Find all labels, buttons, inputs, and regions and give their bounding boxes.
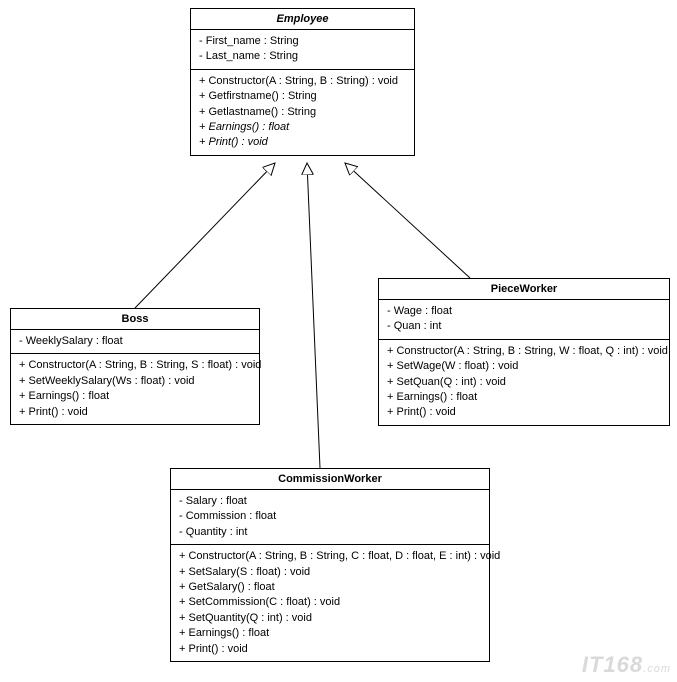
class-operations: + Constructor(A : String, B : String, S … — [11, 354, 259, 424]
attr: - Wage : float — [387, 304, 661, 319]
op: + Print() : void — [19, 405, 251, 420]
op: + Print() : void — [179, 642, 481, 657]
attr: - Commission : float — [179, 509, 481, 524]
class-title: Boss — [11, 309, 259, 330]
op: + Getfirstname() : String — [199, 89, 406, 104]
class-operations: + Constructor(A : String, B : String, C … — [171, 545, 489, 661]
op: + SetSalary(S : float) : void — [179, 565, 481, 580]
class-title: Employee — [191, 9, 414, 30]
op: + SetCommission(C : float) : void — [179, 595, 481, 610]
op: + Constructor(A : String, B : String, W … — [387, 344, 661, 359]
op: + Print() : void — [199, 135, 406, 150]
op: + SetWage(W : float) : void — [387, 359, 661, 374]
watermark-main: IT168 — [582, 652, 643, 677]
class-attributes: - WeeklySalary : float — [11, 330, 259, 354]
op: + Earnings() : float — [19, 389, 251, 404]
class-employee: Employee - First_name : String - Last_na… — [190, 8, 415, 156]
attr: - Quan : int — [387, 319, 661, 334]
op: + SetQuantity(Q : int) : void — [179, 611, 481, 626]
op: + GetSalary() : float — [179, 580, 481, 595]
attr: - Last_name : String — [199, 49, 406, 64]
attr: - Quantity : int — [179, 525, 481, 540]
arrow-boss-employee — [135, 163, 275, 308]
class-attributes: - Salary : float - Commission : float - … — [171, 490, 489, 545]
class-attributes: - Wage : float - Quan : int — [379, 300, 669, 340]
class-operations: + Constructor(A : String, B : String) : … — [191, 70, 414, 155]
class-operations: + Constructor(A : String, B : String, W … — [379, 340, 669, 425]
arrow-commissionworker-employee — [307, 163, 320, 468]
op: + Constructor(A : String, B : String) : … — [199, 74, 406, 89]
op: + Earnings() : float — [179, 626, 481, 641]
class-boss: Boss - WeeklySalary : float + Constructo… — [10, 308, 260, 425]
op: + Constructor(A : String, B : String, C … — [179, 549, 481, 564]
watermark-sub: .com — [643, 663, 671, 675]
class-pieceworker: PieceWorker - Wage : float - Quan : int … — [378, 278, 670, 426]
watermark: IT168.com — [582, 652, 671, 678]
op: + SetQuan(Q : int) : void — [387, 375, 661, 390]
op: + Earnings() : float — [199, 120, 406, 135]
attr: - WeeklySalary : float — [19, 334, 251, 349]
op: + Earnings() : float — [387, 390, 661, 405]
class-title: PieceWorker — [379, 279, 669, 300]
arrow-pieceworker-employee — [345, 163, 470, 278]
op: + Print() : void — [387, 405, 661, 420]
attr: - Salary : float — [179, 494, 481, 509]
attr: - First_name : String — [199, 34, 406, 49]
class-attributes: - First_name : String - Last_name : Stri… — [191, 30, 414, 70]
op: + Constructor(A : String, B : String, S … — [19, 358, 251, 373]
op: + Getlastname() : String — [199, 105, 406, 120]
class-commissionworker: CommissionWorker - Salary : float - Comm… — [170, 468, 490, 662]
op: + SetWeeklySalary(Ws : float) : void — [19, 374, 251, 389]
class-title: CommissionWorker — [171, 469, 489, 490]
